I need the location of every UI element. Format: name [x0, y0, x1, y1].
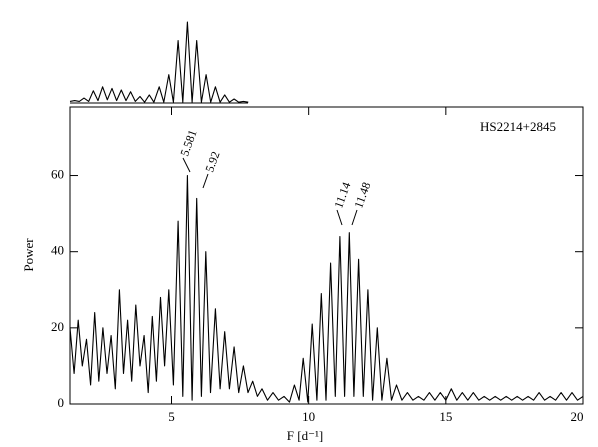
annotation-label: 5.92	[202, 149, 222, 174]
power-curve	[69, 174, 584, 403]
y-tick-label: 40	[51, 243, 64, 258]
annotation-label: 11.48	[351, 180, 373, 210]
power-curve	[69, 21, 249, 103]
annotation-leader	[351, 209, 358, 226]
x-tick-label: 20	[571, 409, 584, 424]
y-tick-label: 20	[51, 319, 64, 334]
x-axis-label: F [d⁻¹]	[287, 428, 323, 443]
x-tick-label: 10	[302, 409, 315, 424]
object-label: HS2214+2845	[480, 119, 556, 134]
y-axis-label: Power	[21, 238, 36, 272]
y-tick-label: 60	[51, 167, 64, 182]
annotation-label: 5.581	[177, 128, 199, 158]
annotation-leader	[336, 209, 343, 226]
annotation-leader	[202, 173, 209, 189]
x-tick-label: 15	[439, 409, 452, 424]
x-tick-label: 5	[168, 409, 175, 424]
y-tick-label: 0	[58, 395, 65, 410]
plot-frame	[69, 106, 584, 405]
annotation-leader	[182, 157, 191, 173]
